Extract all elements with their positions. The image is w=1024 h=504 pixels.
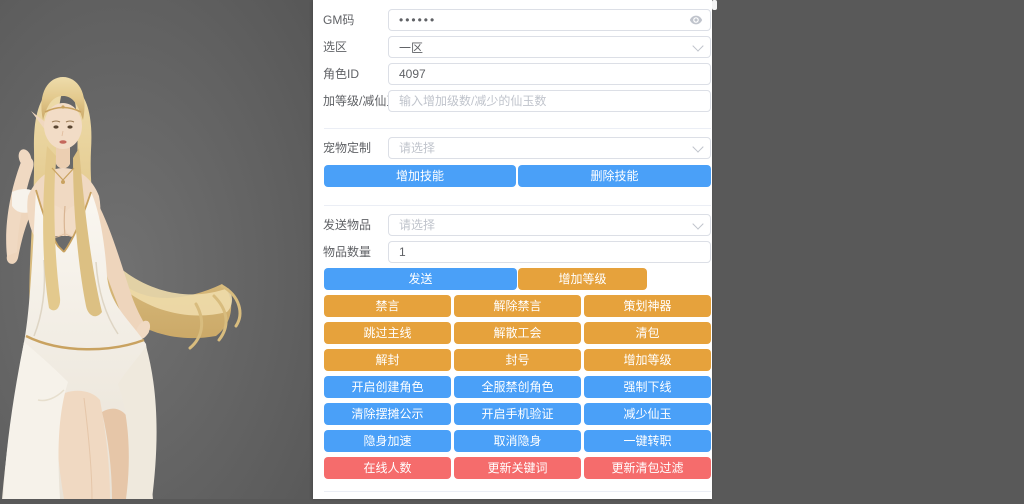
skip-mainline-button[interactable]: 跳过主线 bbox=[324, 322, 451, 344]
cancel-stealth-button[interactable]: 取消隐身 bbox=[454, 430, 581, 452]
remove-skill-button[interactable]: 删除技能 bbox=[518, 165, 711, 187]
form-row-item-qty: 物品数量 bbox=[313, 241, 712, 263]
unmute-button[interactable]: 解除禁言 bbox=[454, 295, 581, 317]
add-level-button[interactable]: 增加等级 bbox=[518, 268, 647, 290]
unban-button[interactable]: 解封 bbox=[324, 349, 451, 371]
section-divider bbox=[324, 491, 711, 492]
planner-artifact-button[interactable]: 策划神器 bbox=[584, 295, 711, 317]
role-id-input[interactable] bbox=[388, 63, 711, 85]
role-id-label: 角色ID bbox=[323, 67, 360, 81]
update-clearbag-filter-button[interactable]: 更新清包过滤 bbox=[584, 457, 711, 479]
reduce-jade-button[interactable]: 减少仙玉 bbox=[584, 403, 711, 425]
form-row-pet-custom: 宠物定制 bbox=[313, 137, 712, 159]
form-row-zone: 选区 bbox=[313, 36, 712, 58]
zone-label: 选区 bbox=[323, 40, 348, 54]
item-qty-input[interactable] bbox=[388, 241, 711, 263]
form-row-role-id: 角色ID bbox=[313, 63, 712, 85]
section-divider bbox=[324, 128, 711, 129]
clear-stall-notice-button[interactable]: 清除摆摊公示 bbox=[324, 403, 451, 425]
character-dress bbox=[2, 189, 157, 500]
update-keywords-button[interactable]: 更新关键词 bbox=[454, 457, 581, 479]
pet-custom-select[interactable] bbox=[388, 137, 711, 159]
force-offline-button[interactable]: 强制下线 bbox=[584, 376, 711, 398]
gm-code-label: GM码 bbox=[323, 13, 355, 27]
scrollbar-thumb[interactable] bbox=[712, 0, 717, 10]
enable-create-role-button[interactable]: 开启创建角色 bbox=[324, 376, 451, 398]
zone-select[interactable] bbox=[388, 36, 711, 58]
form-row-level-jade: 加等级/减仙玉 bbox=[313, 90, 712, 112]
hero-illustration bbox=[0, 0, 313, 500]
disband-guild-button[interactable]: 解散工会 bbox=[454, 322, 581, 344]
ban-create-role-all-button[interactable]: 全服禁创角色 bbox=[454, 376, 581, 398]
add-level-alt-button[interactable]: 增加等级 bbox=[584, 349, 711, 371]
item-qty-label: 物品数量 bbox=[323, 245, 372, 259]
clear-bag-button[interactable]: 清包 bbox=[584, 322, 711, 344]
mute-button[interactable]: 禁言 bbox=[324, 295, 451, 317]
online-count-button[interactable]: 在线人数 bbox=[324, 457, 451, 479]
character-hair-front bbox=[43, 146, 102, 317]
eye-icon[interactable] bbox=[689, 13, 703, 27]
one-key-class-change-button[interactable]: 一键转职 bbox=[584, 430, 711, 452]
level-jade-input[interactable] bbox=[388, 90, 711, 112]
section-divider bbox=[324, 205, 711, 206]
character-head bbox=[31, 77, 85, 184]
form-row-gm-code: GM码 bbox=[313, 9, 712, 31]
level-jade-label: 加等级/减仙玉 bbox=[323, 94, 399, 108]
ban-account-button[interactable]: 封号 bbox=[454, 349, 581, 371]
stealth-speedup-button[interactable]: 隐身加速 bbox=[324, 430, 451, 452]
add-skill-button[interactable]: 增加技能 bbox=[324, 165, 516, 187]
form-row-send-item: 发送物品 bbox=[313, 214, 712, 236]
send-button[interactable]: 发送 bbox=[324, 268, 517, 290]
send-item-label: 发送物品 bbox=[323, 218, 372, 232]
send-item-select[interactable] bbox=[388, 214, 711, 236]
pet-custom-label: 宠物定制 bbox=[323, 141, 372, 155]
gm-tool-panel: GM码 选区 角色ID 加等级/减仙玉 宠物定制 增加技能 删除技能 发送物品 … bbox=[313, 0, 712, 499]
gm-code-input[interactable] bbox=[388, 9, 711, 31]
character-artwork bbox=[0, 0, 313, 500]
enable-phone-verify-button[interactable]: 开启手机验证 bbox=[454, 403, 581, 425]
